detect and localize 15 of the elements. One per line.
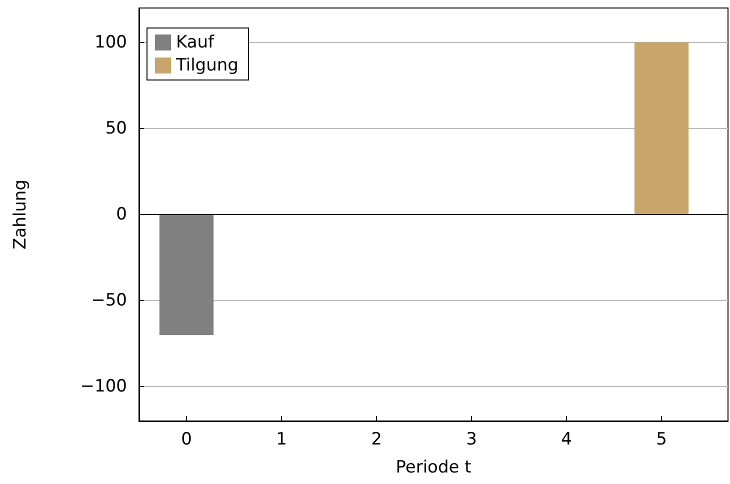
y-tick-label: 100 <box>94 32 127 52</box>
y-tick-label: 50 <box>105 118 127 138</box>
y-tick-label: −50 <box>91 290 127 311</box>
legend-label: Kauf <box>176 32 216 52</box>
legend-label: Tilgung <box>175 56 238 76</box>
x-tick-label: 4 <box>561 430 572 450</box>
x-tick-label: 5 <box>656 430 667 450</box>
x-tick-label: 0 <box>181 430 192 450</box>
x-tick-label: 2 <box>371 430 382 450</box>
x-tick-label: 3 <box>466 430 477 450</box>
y-tick-label: −100 <box>80 376 127 397</box>
x-tick-label: 1 <box>276 430 287 450</box>
y-axis-title: Zahlung <box>10 180 30 250</box>
x-axis-title: Periode t <box>396 458 472 478</box>
y-tick-label: 0 <box>116 204 127 224</box>
